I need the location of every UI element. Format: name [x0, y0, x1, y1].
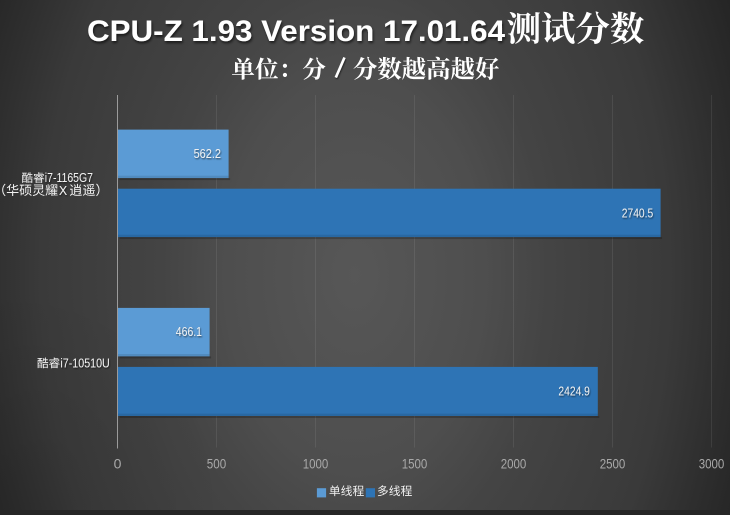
svg-text:2424.9: 2424.9: [558, 384, 590, 399]
svg-text:2000: 2000: [501, 455, 527, 471]
svg-text:i7-10510U: i7-10510U: [60, 356, 109, 370]
svg-text:2500: 2500: [600, 455, 626, 471]
svg-text:1000: 1000: [303, 455, 329, 471]
svg-text:0: 0: [114, 455, 122, 471]
svg-text:500: 500: [207, 455, 227, 471]
svg-text:466.1: 466.1: [176, 324, 202, 339]
svg-text:X: X: [59, 184, 68, 198]
svg-text:CPU-Z 1.93 Version 17.01.64: CPU-Z 1.93 Version 17.01.64: [87, 15, 505, 48]
svg-text:2740.5: 2740.5: [622, 205, 653, 220]
svg-text:562.2: 562.2: [194, 146, 221, 161]
svg-text:1500: 1500: [402, 455, 428, 471]
svg-text:3000: 3000: [699, 455, 725, 471]
svg-text:i7-1165G7: i7-1165G7: [45, 171, 93, 185]
